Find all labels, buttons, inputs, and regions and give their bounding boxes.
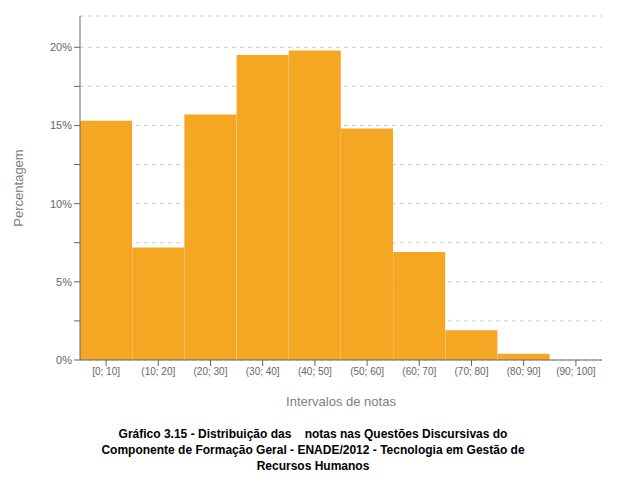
svg-text:[0; 10]: [0; 10] (92, 366, 120, 377)
html-text:Componente de Formação Geral -: Componente de Formação Geral - ENADE/201… (101, 443, 525, 457)
svg-text:(10; 20]: (10; 20] (141, 366, 175, 377)
svg-text:(70; 80]: (70; 80] (455, 366, 489, 377)
svg-text:(90; 100]: (90; 100] (556, 366, 596, 377)
svg-text:5%: 5% (56, 276, 72, 288)
svg-text:0%: 0% (56, 354, 72, 366)
svg-text:(60; 70]: (60; 70] (402, 366, 436, 377)
html-text:Recursos Humanos: Recursos Humanos (256, 459, 370, 473)
svg-text:(20; 30]: (20; 30] (194, 366, 228, 377)
svg-text:(30; 40]: (30; 40] (246, 366, 280, 377)
svg-text:10%: 10% (50, 198, 72, 210)
svg-text:(80; 90]: (80; 90] (507, 366, 541, 377)
html-text:Gráfico 3.15 - Distribuição da: Gráfico 3.15 - Distribuição das notas na… (118, 427, 508, 441)
svg-text:(40; 50]: (40; 50] (298, 366, 332, 377)
svg-text:20%: 20% (50, 41, 72, 53)
svg-text:(50; 60]: (50; 60] (350, 366, 384, 377)
svg-text:Intervalos de notas: Intervalos de notas (286, 394, 396, 409)
svg-text:15%: 15% (50, 119, 72, 131)
svg-text:Percentagem: Percentagem (11, 149, 26, 226)
